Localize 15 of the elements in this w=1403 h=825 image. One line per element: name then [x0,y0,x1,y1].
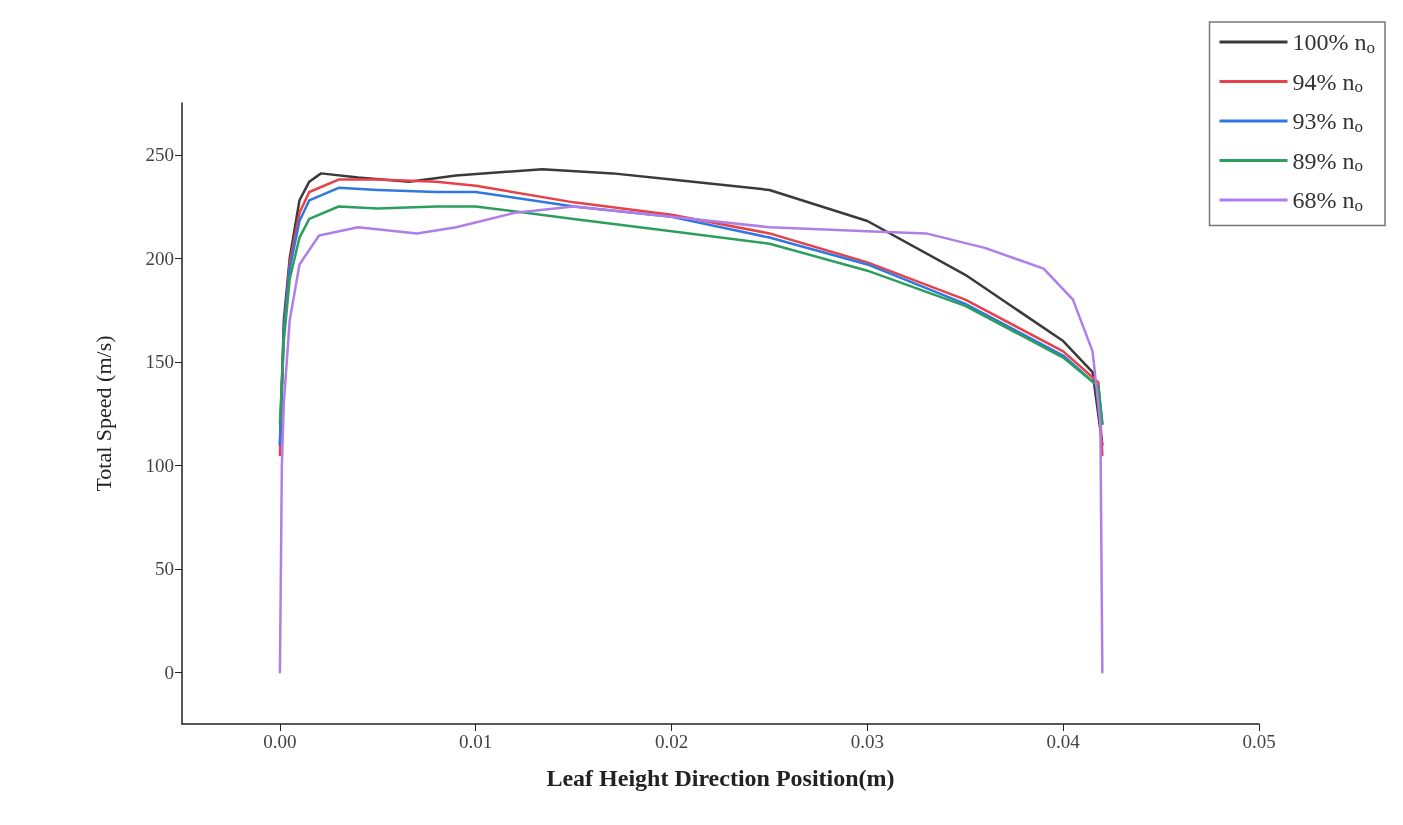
x-axis-title: Leaf Height Direction Position(m) [546,765,895,791]
x-tick-label: 0.05 [1242,731,1276,752]
y-tick-label: 50 [155,558,174,580]
y-tick-label: 0 [164,661,174,683]
x-tick-label: 0.03 [850,731,884,752]
x-tick-label: 0.04 [1046,731,1081,752]
x-tick-label: 0.00 [263,731,297,752]
x-tick-label: 0.02 [654,731,689,752]
y-tick-label: 250 [145,144,174,166]
line-series [278,205,1104,674]
x-tick-label: 0.01 [459,731,493,752]
y-tick-label: 150 [145,351,174,373]
y-tick-label: 200 [145,247,174,269]
y-axis-title: Total Speed (m/s) [90,335,116,492]
y-tick-label: 100 [145,454,174,476]
